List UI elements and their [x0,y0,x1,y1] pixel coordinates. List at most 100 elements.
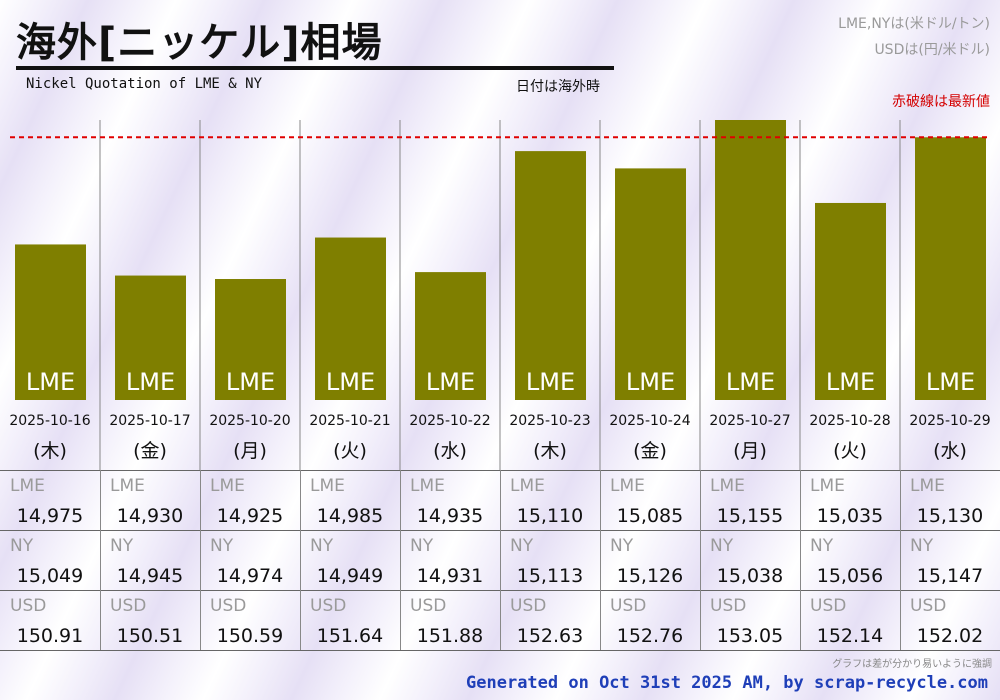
row-label-lme: LME [510,476,545,496]
table-cell-ny: 14,931 [416,565,484,587]
row-label-lme: LME [410,476,445,496]
table-cell-usd: 151.88 [416,625,484,647]
x-tick-weekday: (火) [833,440,867,462]
table-cell-ny: 14,974 [216,565,284,587]
table-rule [0,650,1000,651]
row-label-usd: USD [910,596,947,616]
row-label-ny: NY [810,536,834,556]
page-title: 海外[ニッケル]相場 [16,20,383,66]
row-label-lme: LME [710,476,745,496]
bar-series-label: LME [526,368,575,396]
x-tick-date: 2025-10-22 [409,413,490,429]
table-cell-lme: 15,130 [916,505,984,527]
table-cell-lme: 14,935 [416,505,484,527]
bar [815,202,886,400]
table-cell-lme: 15,110 [516,505,584,527]
table-cell-usd: 150.51 [116,625,184,647]
table-cell-usd: 150.59 [216,625,284,647]
x-tick-date: 2025-10-17 [109,413,190,429]
table-cell-usd: 152.14 [816,625,884,647]
row-label-ny: NY [110,536,134,556]
row-label-usd: USD [110,596,147,616]
bar-series-label: LME [26,368,75,396]
table-column-divider [500,470,501,650]
bar-series-label: LME [826,368,875,396]
x-tick-date: 2025-10-27 [709,413,790,429]
row-label-ny: NY [410,536,434,556]
bar [215,279,286,400]
table-cell-ny: 15,038 [716,565,784,587]
table-column-divider [600,470,601,650]
row-label-ny: NY [910,536,934,556]
table-cell-ny: 15,049 [16,565,84,587]
row-label-usd: USD [610,596,647,616]
table-column-divider [100,470,101,650]
table-cell-usd: 152.02 [916,625,984,647]
table-cell-usd: 150.91 [16,625,84,647]
table-cell-ny: 14,949 [316,565,384,587]
row-label-usd: USD [310,596,347,616]
bar-series-label: LME [926,368,975,396]
bar-series-label: LME [326,368,375,396]
row-label-lme: LME [910,476,945,496]
table-cell-lme: 14,925 [216,505,284,527]
table-column-divider [900,470,901,650]
x-tick-weekday: (月) [733,440,767,462]
bar-series-label: LME [126,368,175,396]
row-label-lme: LME [210,476,245,496]
table-cell-lme: 14,930 [116,505,184,527]
x-tick-date: 2025-10-23 [509,413,590,429]
bar-series-label: LME [626,368,675,396]
row-label-lme: LME [110,476,145,496]
x-tick-date: 2025-10-29 [909,413,990,429]
bar [115,275,186,400]
table-cell-ny: 14,945 [116,565,184,587]
unit-note-lme-ny: LME,NYは(米ドル/トン) [838,16,990,32]
date-note: 日付は海外時 [516,79,600,95]
footnote: グラフは差が分かり易いように強調 [832,659,992,670]
x-tick-weekday: (水) [433,440,467,462]
table-column-divider [700,470,701,650]
bar [915,137,986,401]
row-label-usd: USD [410,596,447,616]
red-line-legend: 赤破線は最新値 [892,94,990,110]
row-label-lme: LME [810,476,845,496]
title-underline [16,66,614,70]
row-label-ny: NY [210,536,234,556]
table-cell-usd: 152.76 [616,625,684,647]
x-tick-weekday: (木) [33,440,67,462]
bar-series-label: LME [726,368,775,396]
table-cell-ny: 15,056 [816,565,884,587]
table-column-divider [200,470,201,650]
table-cell-ny: 15,126 [616,565,684,587]
bar-series-label: LME [426,368,475,396]
table-column-divider [800,470,801,650]
row-label-usd: USD [510,596,547,616]
row-label-ny: NY [310,536,334,556]
row-label-usd: USD [810,596,847,616]
x-tick-date: 2025-10-16 [9,413,90,429]
x-tick-weekday: (水) [933,440,967,462]
table-cell-lme: 15,035 [816,505,884,527]
x-tick-date: 2025-10-21 [309,413,390,429]
row-label-usd: USD [210,596,247,616]
x-tick-weekday: (金) [133,440,167,462]
bar [15,244,86,400]
row-label-ny: NY [710,536,734,556]
unit-note-usd: USDは(円/米ドル) [874,42,990,58]
x-tick-date: 2025-10-24 [609,413,690,429]
table-column-divider [400,470,401,650]
row-label-usd: USD [10,596,47,616]
table-cell-ny: 15,113 [516,565,584,587]
x-tick-weekday: (火) [333,440,367,462]
row-label-ny: NY [510,536,534,556]
bar [515,151,586,400]
table-cell-ny: 15,147 [916,565,984,587]
table-cell-usd: 151.64 [316,625,384,647]
x-tick-date: 2025-10-20 [209,413,290,429]
bar [415,272,486,400]
row-label-ny: NY [610,536,634,556]
row-label-lme: LME [310,476,345,496]
bar [715,120,786,400]
row-label-usd: USD [710,596,747,616]
